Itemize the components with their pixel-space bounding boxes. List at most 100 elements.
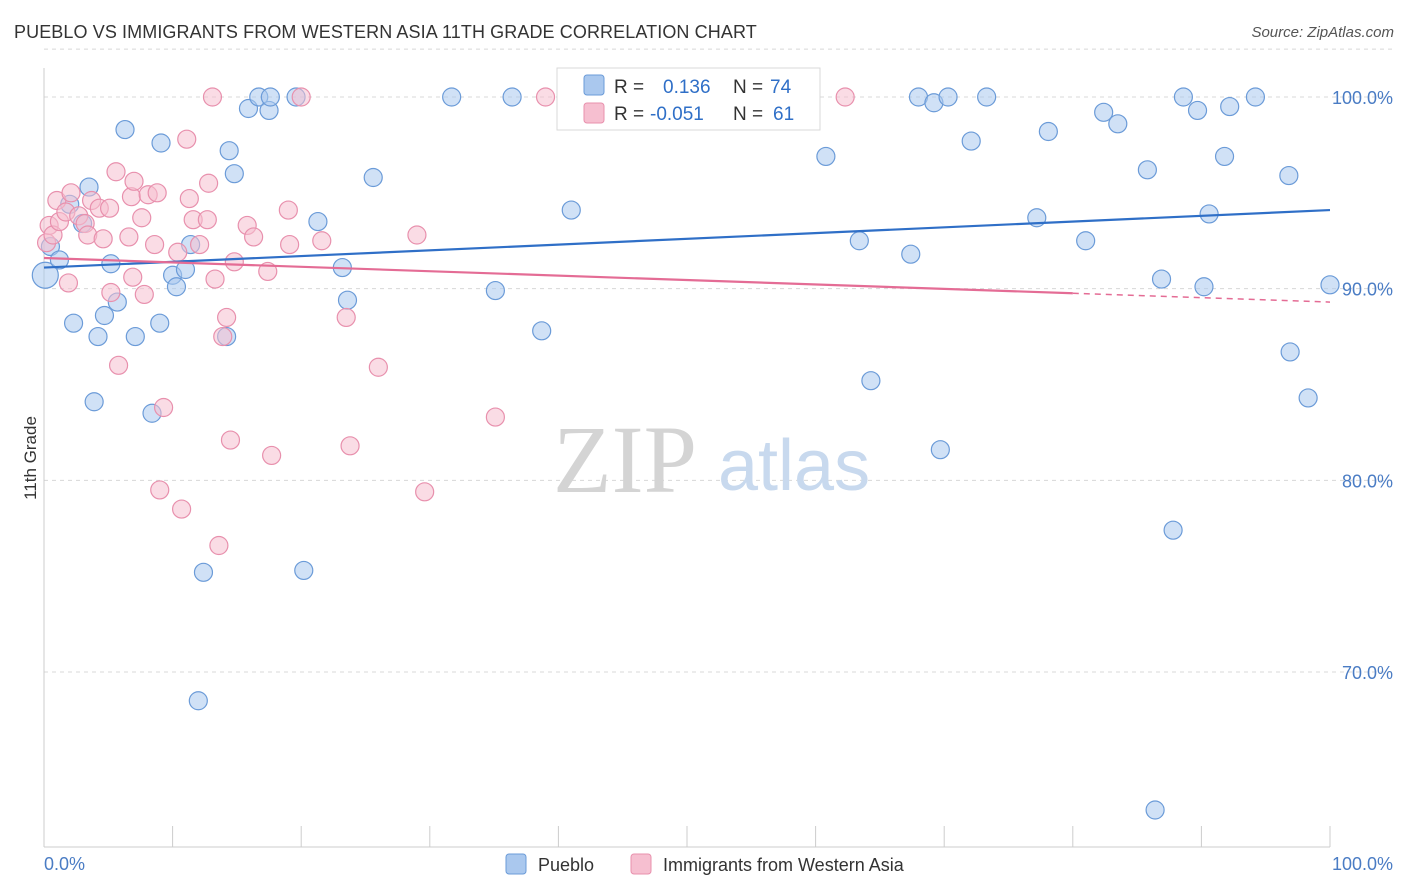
correlation-legend: R = 0.136 N = 74 R = -0.051 N = 61 — [556, 67, 821, 131]
immigrants-point — [153, 397, 174, 418]
pueblo-point — [1298, 388, 1318, 408]
pueblo-point — [502, 87, 522, 107]
pueblo-point — [977, 87, 997, 107]
pueblo-point — [1137, 160, 1157, 180]
pueblo-point — [901, 244, 921, 264]
pueblo-point — [31, 261, 59, 289]
immigrants-point — [124, 171, 144, 191]
immigrants-trend-line — [43, 256, 1073, 295]
pueblo-point — [88, 326, 108, 347]
pueblo-point — [115, 119, 135, 140]
immigrants-point — [199, 173, 219, 193]
pueblo-point — [938, 87, 958, 107]
pueblo-point — [224, 164, 244, 184]
watermark: ZIP atlas — [553, 406, 870, 513]
immigrants-point — [202, 87, 223, 107]
pueblo-point — [485, 280, 505, 301]
immigrants-point — [340, 436, 360, 456]
immigrants-point — [99, 198, 120, 218]
pueblo-point — [337, 290, 358, 310]
immigrants-point — [144, 234, 165, 255]
immigrants-point — [168, 242, 188, 262]
pueblo-point — [930, 440, 950, 460]
y-tick-labels: 100.0% 90.0% 80.0% 70.0% — [1332, 88, 1393, 683]
immigrants-point — [262, 445, 282, 466]
pueblo-point — [532, 321, 552, 341]
immigrants-point — [220, 430, 241, 450]
pueblo-point — [94, 305, 115, 326]
immigrants-point — [217, 307, 237, 328]
pueblo-point — [1279, 165, 1299, 186]
pueblo-point — [849, 231, 869, 251]
x-tick-labels: 0.0% 100.0% — [44, 854, 1393, 874]
immigrants-point — [280, 234, 300, 255]
watermark-zip: ZIP — [553, 406, 697, 513]
pueblo-point — [861, 371, 881, 391]
immigrants-point — [101, 282, 121, 303]
pueblo-point — [1108, 114, 1128, 134]
pueblo-point — [1220, 96, 1240, 117]
grid-lines — [44, 48, 1395, 673]
immigrants-point — [312, 231, 332, 251]
pueblo-trend-line — [43, 208, 1331, 269]
pueblo-point — [84, 392, 104, 412]
pueblo-point — [442, 87, 462, 107]
bottom-legend-label-pueblo: Pueblo — [538, 855, 594, 875]
pueblo-point — [1173, 87, 1193, 107]
pueblo-point — [1187, 100, 1208, 121]
immigrants-point — [209, 535, 229, 556]
chart-title: PUEBLO VS IMMIGRANTS FROM WESTERN ASIA 1… — [14, 22, 757, 42]
legend-pueblo-n-value: 74 — [770, 77, 792, 98]
immigrants-point — [205, 269, 225, 289]
pueblo-point — [1280, 342, 1300, 362]
immigrants-point — [336, 307, 356, 328]
legend-pueblo-r-value: 0.136 — [663, 77, 711, 98]
immigrants-point — [150, 480, 170, 500]
immigrants-point — [190, 234, 210, 255]
immigrants-point — [415, 482, 435, 502]
immigrants-point — [172, 499, 192, 519]
pueblo-point — [1145, 800, 1165, 820]
pueblo-point — [1214, 146, 1235, 167]
pueblo-point — [260, 87, 280, 107]
legend-swatch-pueblo — [583, 74, 605, 96]
immigrants-point — [106, 162, 126, 182]
immigrants-point — [535, 87, 556, 107]
legend-immig-n-value: 61 — [773, 104, 794, 125]
pueblo-points — [31, 87, 1340, 820]
immigrants-point — [224, 252, 244, 272]
immigrants-point — [485, 407, 505, 427]
y-tick-label: 70.0% — [1342, 663, 1393, 683]
bottom-legend-swatch-pueblo — [505, 853, 527, 875]
legend-pueblo-r-label: R = — [614, 77, 644, 98]
pueblo-point — [1076, 231, 1096, 251]
y-axis-label: 11th Grade — [21, 416, 40, 500]
chart-source: Source: ZipAtlas.com — [1251, 24, 1394, 41]
immigrants-point — [368, 357, 388, 377]
y-tick-label: 90.0% — [1342, 280, 1393, 300]
pueblo-point — [294, 560, 314, 581]
pueblo-point — [1245, 87, 1266, 107]
pueblo-point — [125, 326, 145, 347]
immigrants-points — [36, 87, 855, 556]
immigrants-point — [61, 183, 81, 203]
immigrants-point — [278, 200, 298, 220]
series-legend: Pueblo Immigrants from Western Asia — [505, 853, 905, 875]
immigrants-point — [134, 284, 154, 305]
watermark-atlas: atlas — [718, 426, 870, 506]
immigrants-point — [835, 87, 855, 107]
pueblo-point — [1320, 275, 1340, 295]
axes — [43, 68, 1331, 848]
legend-immig-r-label: R = — [614, 104, 644, 125]
legend-immig-n-label: N = — [733, 104, 763, 125]
pueblo-point — [166, 277, 187, 297]
trend-lines — [43, 208, 1331, 303]
immigrants-point — [179, 188, 199, 209]
immigrants-point — [147, 183, 167, 203]
immigrants-point — [407, 225, 427, 245]
pueblo-point — [961, 131, 981, 151]
bottom-legend-label-immig: Immigrants from Western Asia — [663, 855, 905, 875]
pueblo-point — [1094, 102, 1114, 122]
pueblo-point — [63, 313, 84, 333]
